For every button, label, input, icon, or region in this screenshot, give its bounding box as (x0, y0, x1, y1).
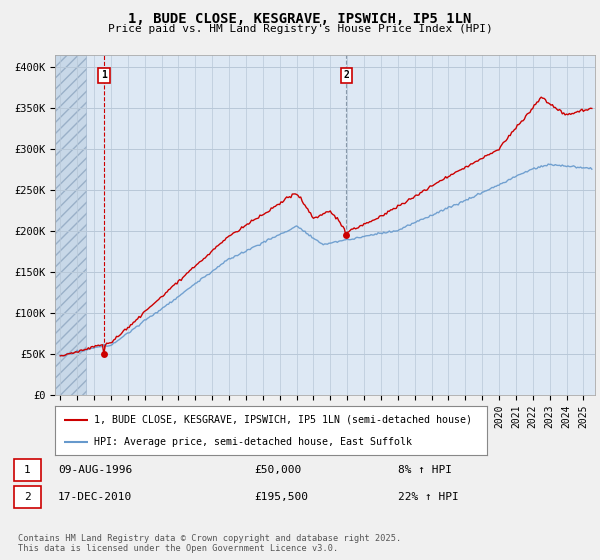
Text: Contains HM Land Registry data © Crown copyright and database right 2025.
This d: Contains HM Land Registry data © Crown c… (18, 534, 401, 553)
Text: 09-AUG-1996: 09-AUG-1996 (58, 465, 133, 475)
Text: 17-DEC-2010: 17-DEC-2010 (58, 492, 133, 502)
FancyBboxPatch shape (14, 459, 41, 480)
Text: £50,000: £50,000 (254, 465, 301, 475)
Text: 2: 2 (24, 492, 31, 502)
Text: Price paid vs. HM Land Registry's House Price Index (HPI): Price paid vs. HM Land Registry's House … (107, 24, 493, 34)
Text: 8% ↑ HPI: 8% ↑ HPI (398, 465, 452, 475)
FancyBboxPatch shape (14, 487, 41, 508)
Text: £195,500: £195,500 (254, 492, 308, 502)
Text: 1, BUDE CLOSE, KESGRAVE, IPSWICH, IP5 1LN: 1, BUDE CLOSE, KESGRAVE, IPSWICH, IP5 1L… (128, 12, 472, 26)
Text: 22% ↑ HPI: 22% ↑ HPI (398, 492, 458, 502)
Text: 1, BUDE CLOSE, KESGRAVE, IPSWICH, IP5 1LN (semi-detached house): 1, BUDE CLOSE, KESGRAVE, IPSWICH, IP5 1L… (94, 415, 472, 425)
Text: HPI: Average price, semi-detached house, East Suffolk: HPI: Average price, semi-detached house,… (94, 437, 412, 447)
Text: 1: 1 (24, 465, 31, 475)
Text: 1: 1 (101, 70, 107, 80)
Bar (55, 55, 86, 395)
Text: 2: 2 (343, 70, 349, 80)
